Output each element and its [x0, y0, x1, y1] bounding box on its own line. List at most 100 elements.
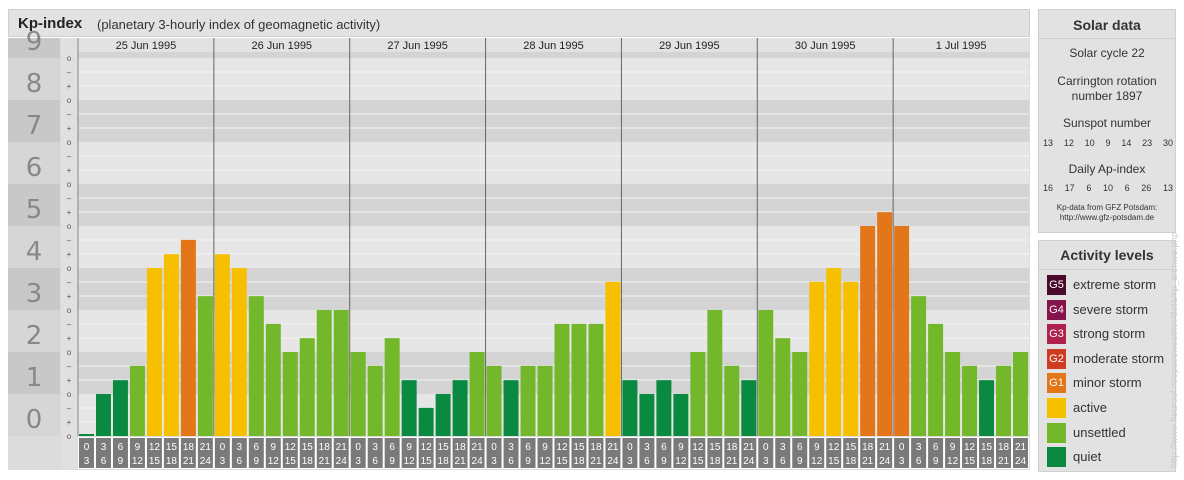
y-tick-label: 1	[26, 363, 43, 393]
interval-end-label: 3	[763, 456, 769, 467]
minor-tick-label: –	[67, 68, 72, 77]
interval-end-label: 3	[899, 456, 905, 467]
activity-level-item: quiet	[1047, 447, 1175, 468]
kp-bar	[996, 365, 1012, 436]
interval-cell	[503, 438, 519, 468]
level-swatch: G3	[1047, 324, 1066, 345]
ap-value: 16	[1043, 183, 1054, 193]
solar-cycle: Solar cycle 22	[1069, 46, 1145, 60]
y-tick-label: 8	[26, 69, 43, 99]
interval-end-label: 12	[539, 456, 551, 467]
day-header-bg	[78, 38, 1029, 52]
kp-bar	[690, 352, 706, 436]
interval-end-label: 12	[268, 456, 280, 467]
interval-cell	[248, 438, 264, 468]
kp-bar	[333, 310, 349, 436]
interval-end-label: 12	[675, 456, 687, 467]
interval-start-label: 3	[644, 442, 650, 453]
kp-bar	[112, 380, 128, 436]
solar-data-panel: Solar data Solar cycle 22 Carrington rot…	[1038, 9, 1176, 233]
page-title: Kp-index	[18, 15, 83, 32]
interval-end-label: 6	[916, 456, 922, 467]
interval-end-label: 9	[661, 456, 667, 467]
kp-bar	[792, 352, 808, 436]
interval-end-label: 15	[556, 456, 568, 467]
interval-cell	[911, 438, 927, 468]
y-tick-label: 4	[26, 237, 43, 267]
kp-bar	[79, 434, 94, 436]
minor-tick-label: –	[67, 404, 72, 413]
interval-cell	[605, 438, 621, 468]
interval-start-label: 9	[135, 442, 141, 453]
interval-start-label: 6	[389, 442, 395, 453]
interval-end-label: 18	[709, 456, 721, 467]
sunspot-value: 10	[1084, 138, 1095, 148]
interval-end-label: 21	[455, 456, 467, 467]
interval-end-label: 15	[964, 456, 976, 467]
interval-end-label: 9	[797, 456, 803, 467]
kp-bar	[724, 365, 740, 436]
sunspot-value: 14	[1121, 138, 1132, 148]
interval-cell	[741, 438, 757, 468]
interval-start-label: 18	[998, 442, 1010, 453]
interval-cell	[656, 438, 672, 468]
interval-start-label: 18	[862, 442, 874, 453]
interval-cell	[809, 438, 825, 468]
ap-value: 26	[1141, 183, 1152, 193]
sunspot-value: 9	[1105, 138, 1111, 148]
interval-cell	[996, 438, 1012, 468]
kp-bar	[197, 296, 213, 436]
kp-bar	[401, 380, 417, 436]
interval-start-label: 21	[879, 442, 891, 453]
kp-bar	[129, 365, 145, 436]
y-tick-label: 9	[26, 27, 43, 57]
solar-panel-title: Solar data	[1073, 17, 1141, 33]
interval-end-label: 15	[149, 456, 161, 467]
interval-start-label: 21	[607, 442, 619, 453]
level-swatch	[1047, 422, 1066, 443]
day-label: 29 Jun 1995	[659, 40, 720, 52]
interval-start-label: 21	[1015, 442, 1027, 453]
y-tick-label: 5	[26, 195, 43, 225]
interval-cell	[928, 438, 944, 468]
y-band-label-bg	[8, 268, 60, 311]
ap-value: 6	[1124, 183, 1130, 193]
kp-bar	[1013, 352, 1028, 436]
y-tick-label: 3	[26, 279, 43, 309]
interval-cell	[945, 438, 961, 468]
activity-level-item: active	[1047, 398, 1175, 418]
kp-bar	[656, 380, 672, 436]
interval-cell	[231, 438, 247, 468]
interval-end-label: 15	[692, 456, 704, 467]
interval-start-label: 6	[933, 442, 939, 453]
ap-value: 6	[1086, 183, 1092, 193]
interval-start-label: 12	[828, 442, 840, 453]
y-band-label-bg	[8, 394, 60, 436]
level-label: extreme storm	[1073, 277, 1157, 292]
interval-end-label: 24	[743, 456, 755, 467]
interval-start-label: 9	[406, 442, 412, 453]
interval-end-label: 6	[508, 456, 514, 467]
interval-end-label: 21	[319, 456, 331, 467]
y-tick-label: 6	[26, 153, 43, 183]
activity-level-item: G3 strong storm	[1047, 324, 1175, 345]
kp-bar	[741, 380, 757, 436]
ap-value: 10	[1102, 183, 1113, 193]
level-swatch: G4	[1047, 299, 1066, 320]
activity-levels-panel: Activity levels G5 extreme storm G4 severe …	[1038, 240, 1176, 472]
interval-end-label: 3	[491, 456, 497, 467]
interval-cell	[520, 438, 536, 468]
plot-band	[78, 184, 1029, 227]
sunspot-label: Sunspot number	[1062, 116, 1152, 130]
interval-cell	[690, 438, 706, 468]
y-band-label-bg	[8, 142, 60, 185]
day-label: 28 Jun 1995	[523, 40, 584, 52]
level-label: strong storm	[1073, 326, 1146, 342]
interval-cell	[571, 438, 587, 468]
interval-end-label: 3	[627, 456, 633, 467]
watermark-url: http://www.fleuroul.nl/spaceweather/data…	[1169, 231, 1179, 468]
kp-bar	[231, 268, 247, 436]
minor-tick-label: +	[67, 82, 72, 91]
kp-bar	[945, 352, 961, 436]
kp-bar	[452, 380, 468, 436]
